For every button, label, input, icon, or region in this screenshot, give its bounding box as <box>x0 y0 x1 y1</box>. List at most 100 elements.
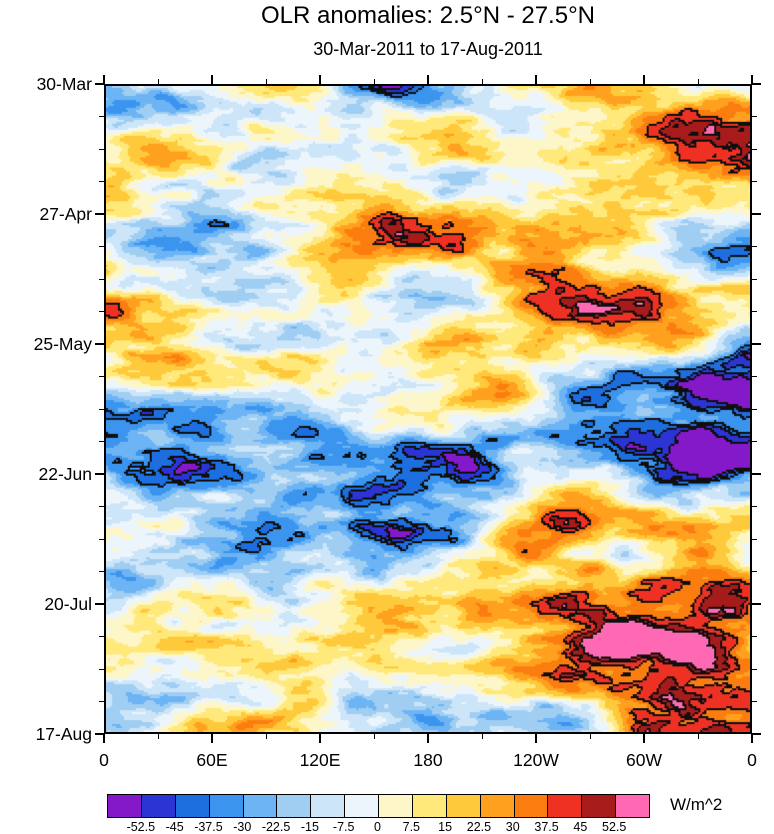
x-tick-label: 120W <box>513 750 559 770</box>
minor-tick-right <box>752 668 757 670</box>
colorbar-segment <box>513 795 548 817</box>
minor-tick-right <box>752 701 757 702</box>
major-tick-left <box>95 603 104 605</box>
minor-tick-bottom <box>157 734 159 739</box>
minor-tick-left <box>99 441 104 442</box>
minor-tick-right <box>752 571 757 572</box>
x-tick-label: 0 <box>747 750 757 770</box>
minor-tick-top <box>481 79 483 84</box>
colorbar-segment <box>310 795 345 817</box>
major-tick-top <box>319 75 321 84</box>
minor-tick-right <box>752 116 757 117</box>
major-tick-top <box>427 75 429 84</box>
major-tick-right <box>752 83 761 85</box>
colorbar-segment <box>276 795 311 817</box>
minor-tick-bottom <box>265 734 267 739</box>
major-tick-right <box>752 603 761 605</box>
minor-tick-left <box>99 668 104 670</box>
chart-title: OLR anomalies: 2.5°N - 27.5°N <box>260 2 595 29</box>
colorbar-boundary-label: -52.5 <box>126 820 156 834</box>
major-tick-left <box>95 473 104 475</box>
minor-tick-right <box>752 246 757 247</box>
minor-tick-top <box>265 79 267 84</box>
minor-tick-right <box>752 376 757 377</box>
colorbar-segment <box>344 795 378 817</box>
minor-tick-bottom <box>697 734 699 739</box>
minor-tick-left <box>99 636 104 637</box>
x-tick-label: 0 <box>99 750 109 770</box>
minor-tick-bottom <box>373 734 375 739</box>
y-tick-label: 20-Jul <box>44 594 92 614</box>
major-tick-right <box>752 213 761 215</box>
minor-tick-left <box>99 148 104 150</box>
minor-tick-left <box>99 538 104 540</box>
x-tick-label: 60W <box>626 750 662 770</box>
major-tick-top <box>643 75 645 84</box>
colorbar-segment <box>445 795 480 817</box>
major-tick-bottom <box>211 734 213 743</box>
minor-tick-left <box>99 701 104 702</box>
minor-tick-left <box>99 571 104 572</box>
colorbar-segment <box>108 795 141 817</box>
colorbar-boundary-label: 0 <box>374 820 381 834</box>
minor-tick-right <box>752 408 757 410</box>
minor-tick-left <box>99 246 104 247</box>
colorbar-segment <box>547 795 582 817</box>
major-tick-bottom <box>103 734 105 743</box>
colorbar-boundary-label: 7.5 <box>402 820 421 834</box>
minor-tick-left <box>99 376 104 377</box>
minor-tick-right <box>752 278 757 280</box>
colorbar-boundary-label: 22.5 <box>466 820 492 834</box>
major-tick-bottom <box>751 734 753 743</box>
minor-tick-right <box>752 538 757 540</box>
minor-tick-right <box>752 311 757 312</box>
major-tick-top <box>535 75 537 84</box>
x-tick-label: 60E <box>196 750 228 770</box>
colorbar-boundary-label: -30 <box>233 820 252 834</box>
minor-tick-top <box>157 79 159 84</box>
major-tick-right <box>752 473 761 475</box>
colorbar-segment <box>411 795 446 817</box>
colorbar-segment <box>174 795 209 817</box>
colorbar-boundary-label: -37.5 <box>194 820 223 834</box>
colorbar-segment <box>242 795 277 817</box>
plot-area <box>104 84 752 734</box>
major-tick-left <box>95 343 104 345</box>
major-tick-bottom <box>319 734 321 743</box>
y-tick-label: 30-Mar <box>36 74 92 94</box>
minor-tick-top <box>697 79 699 84</box>
colorbar <box>107 794 650 818</box>
major-tick-top <box>211 75 213 84</box>
y-tick-label: 27-Apr <box>39 204 92 224</box>
major-tick-left <box>95 733 104 735</box>
major-tick-right <box>752 733 761 735</box>
minor-tick-top <box>373 79 375 84</box>
minor-tick-bottom <box>481 734 483 739</box>
colorbar-segment <box>479 795 514 817</box>
major-tick-bottom <box>643 734 645 743</box>
minor-tick-left <box>99 116 104 117</box>
minor-tick-left <box>99 408 104 410</box>
major-tick-left <box>95 83 104 85</box>
colorbar-boundary-label: -15 <box>300 820 319 834</box>
y-tick-label: 25-May <box>33 334 92 354</box>
y-tick-label: 22-Jun <box>38 464 92 484</box>
colorbar-boundary-label: -7.5 <box>332 820 355 834</box>
x-tick-label: 120E <box>299 750 341 770</box>
minor-tick-right <box>752 636 757 637</box>
colorbar-segment <box>378 795 412 817</box>
units-label: W/m^2 <box>670 795 723 814</box>
major-tick-top <box>751 75 753 84</box>
colorbar-boundary-label: 45 <box>573 820 588 834</box>
major-tick-top <box>103 75 105 84</box>
colorbar-boundary-label: -22.5 <box>261 820 291 834</box>
colorbar-boundary-label: 52.5 <box>602 820 627 834</box>
colorbar-segment <box>581 795 616 817</box>
minor-tick-left <box>99 181 104 182</box>
major-tick-right <box>752 343 761 345</box>
colorbar-segment <box>615 795 649 817</box>
minor-tick-left <box>99 278 104 280</box>
minor-tick-right <box>752 441 757 442</box>
minor-tick-right <box>752 181 757 182</box>
